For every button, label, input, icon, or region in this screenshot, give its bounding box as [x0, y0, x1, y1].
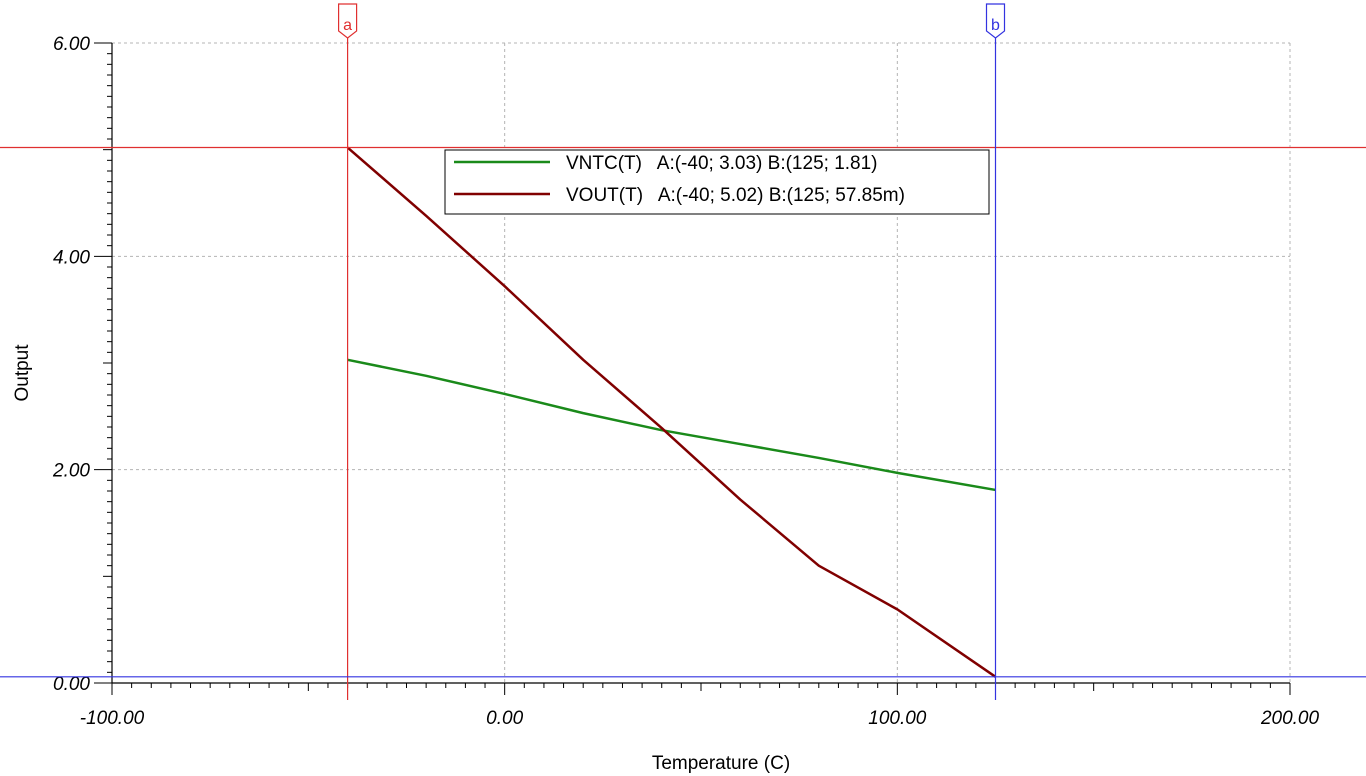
x-tick-label: -100.00 — [80, 708, 145, 729]
grid-lines — [112, 42, 1291, 683]
x-tick-label: 0.00 — [486, 708, 523, 729]
cursor-b-label: b — [991, 17, 1000, 34]
cursor-a-label: a — [343, 17, 352, 34]
axes — [111, 43, 1290, 684]
x-tick-label: 200.00 — [1260, 708, 1320, 729]
legend-box — [444, 149, 990, 215]
cursor-b-tag[interactable] — [985, 3, 1006, 39]
y-tick-label: 0.00 — [53, 674, 90, 695]
legend: VNTC(T) A:(-40; 3.03) B:(125; 1.81) VOUT… — [444, 149, 990, 215]
y-tick-label: 4.00 — [53, 247, 90, 268]
y-tick-label: 2.00 — [52, 461, 90, 482]
y-axis-title: Output — [12, 344, 33, 402]
axis-ticks: -100.00 0.00 100.00 200.00 0.00 2.00 4.00 6.00 — [52, 34, 1319, 729]
series-line-vntc-t — [347, 358, 996, 492]
legend-entry-vntc: VNTC(T) A:(-40; 3.03) B:(125; 1.81) — [566, 153, 878, 174]
series-lines — [346, 146, 997, 678]
series-line-vout-t — [346, 146, 997, 678]
cursor-a-tag[interactable] — [338, 3, 358, 39]
legend-entry-vout: VOUT(T) A:(-40; 5.02) B:(125; 57.85m) — [566, 185, 905, 206]
x-tick-label: 100.00 — [868, 708, 927, 729]
y-tick-label: 6.00 — [53, 34, 90, 55]
x-axis-title: Temperature (C) — [652, 753, 790, 774]
